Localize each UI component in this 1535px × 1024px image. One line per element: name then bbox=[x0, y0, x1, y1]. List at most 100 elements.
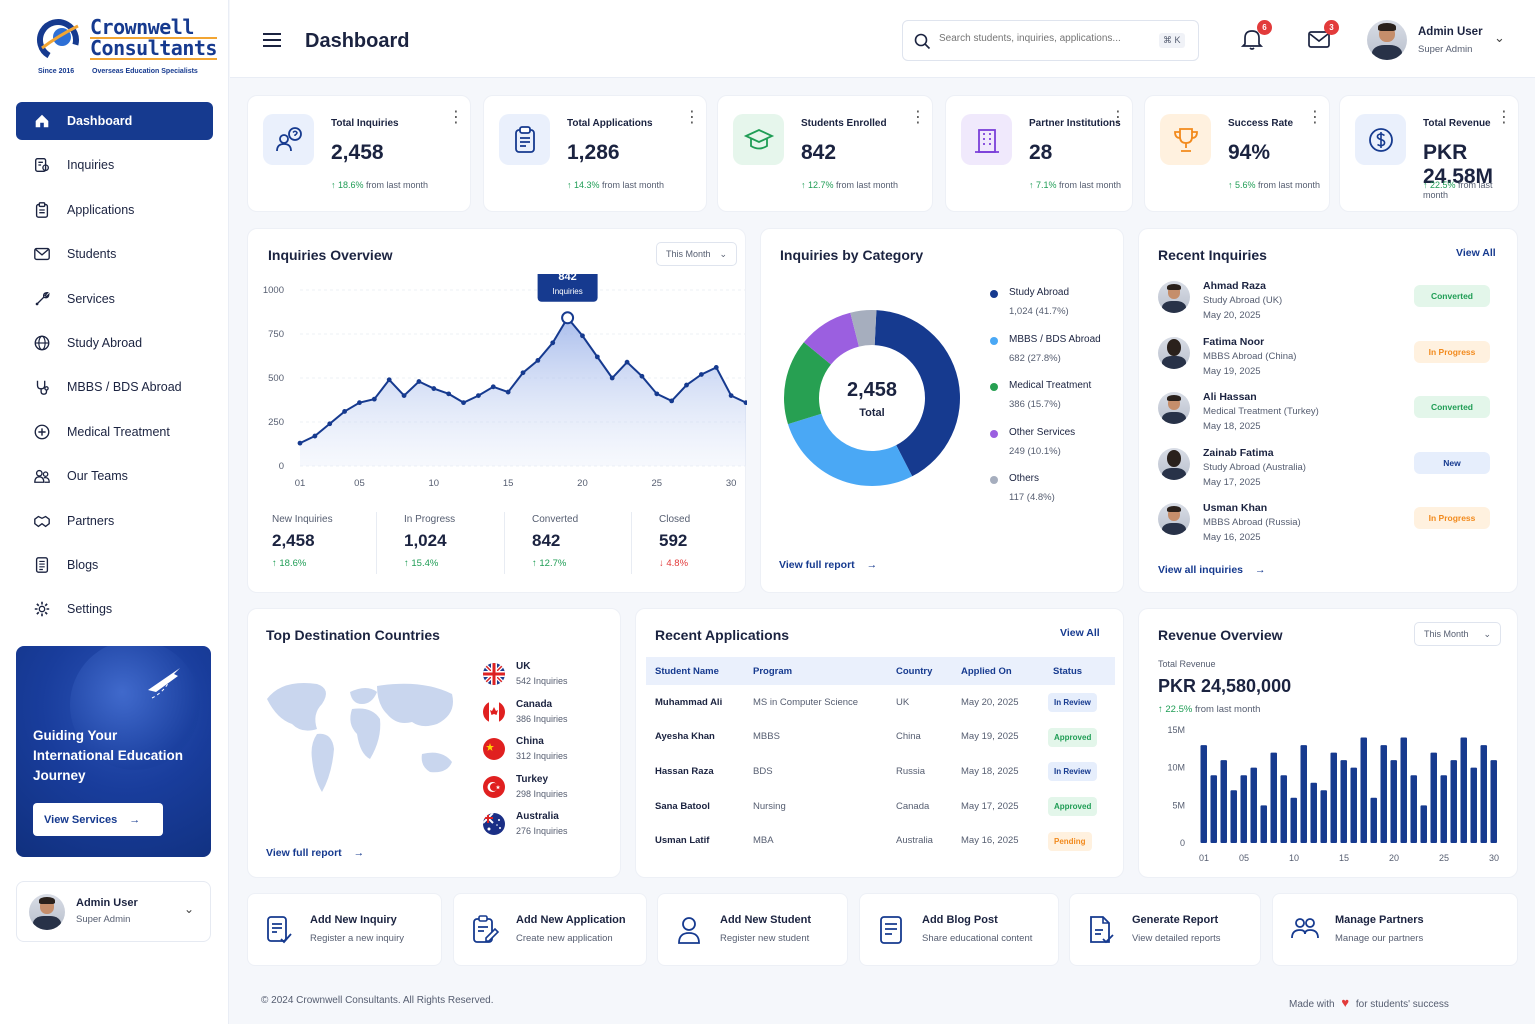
more-options-icon[interactable]: ⋮ bbox=[1307, 109, 1323, 126]
inquiry-list-item[interactable]: Ahmad Raza Study Abroad (UK) May 20, 2025 C… bbox=[1158, 280, 1503, 328]
sidebar-item-medical-treatment[interactable]: Medical Treatment bbox=[16, 413, 213, 451]
more-options-icon[interactable]: ⋮ bbox=[910, 109, 926, 126]
sidebar-item-settings[interactable]: Settings bbox=[16, 590, 213, 628]
data-point[interactable] bbox=[386, 377, 392, 383]
revenue-period-dropdown[interactable]: This Month ⌄ bbox=[1414, 622, 1501, 646]
revenue-bar[interactable] bbox=[1310, 782, 1318, 843]
destinations-full-report-link[interactable]: View full report → bbox=[266, 847, 364, 859]
notifications-button[interactable]: 6 bbox=[1240, 20, 1272, 55]
data-point[interactable] bbox=[609, 375, 615, 381]
header-user-menu[interactable]: Admin User Super Admin ⌄ bbox=[1367, 20, 1512, 62]
data-point[interactable] bbox=[624, 359, 630, 365]
menu-icon[interactable] bbox=[263, 33, 281, 47]
destination-item[interactable]: Australia 276 Inquiries bbox=[483, 811, 603, 843]
more-options-icon[interactable]: ⋮ bbox=[448, 109, 464, 126]
data-point[interactable] bbox=[371, 396, 377, 402]
data-point[interactable] bbox=[342, 409, 347, 414]
sidebar-item-partners[interactable]: Partners bbox=[16, 502, 213, 540]
data-point[interactable] bbox=[580, 333, 585, 339]
quick-action-add-new-student[interactable]: Add New Student Register new student bbox=[657, 893, 848, 966]
revenue-bar[interactable] bbox=[1450, 760, 1458, 843]
data-point[interactable] bbox=[312, 433, 318, 439]
data-point[interactable] bbox=[728, 393, 734, 398]
quick-action-add-new-application[interactable]: Add New Application Create new applicatio… bbox=[453, 893, 647, 966]
recent-inquiries-view-all[interactable]: View All bbox=[1456, 247, 1496, 259]
table-row[interactable]: Usman Latif MBA Australia May 16, 2025 Pendi… bbox=[646, 823, 1115, 858]
revenue-bar[interactable] bbox=[1220, 760, 1228, 843]
revenue-bar[interactable] bbox=[1480, 745, 1488, 843]
sidebar-item-applications[interactable]: Applications bbox=[16, 191, 213, 229]
view-full-report-link[interactable]: View full report → bbox=[779, 559, 877, 571]
revenue-bar[interactable] bbox=[1470, 767, 1478, 843]
revenue-bar[interactable] bbox=[1410, 775, 1418, 843]
chevron-down-icon[interactable]: ⌄ bbox=[184, 902, 195, 916]
view-services-button[interactable]: View Services → bbox=[33, 803, 163, 836]
revenue-bar[interactable] bbox=[1370, 797, 1378, 843]
destination-item[interactable]: China 312 Inquiries bbox=[483, 736, 603, 768]
data-point[interactable] bbox=[490, 384, 496, 390]
revenue-bar[interactable] bbox=[1440, 775, 1448, 843]
more-options-icon[interactable]: ⋮ bbox=[684, 109, 700, 126]
sidebar-item-mbbs-bds-abroad[interactable]: MBBS / BDS Abroad bbox=[16, 368, 213, 406]
sidebar-item-students[interactable]: Students bbox=[16, 235, 213, 273]
more-options-icon[interactable]: ⋮ bbox=[1110, 109, 1126, 126]
data-point[interactable] bbox=[743, 400, 747, 406]
data-point[interactable] bbox=[327, 421, 333, 427]
highlighted-point[interactable] bbox=[561, 311, 575, 325]
sidebar-item-inquiries[interactable]: Inquiries bbox=[16, 146, 213, 184]
data-point[interactable] bbox=[297, 440, 303, 446]
data-point[interactable] bbox=[639, 373, 645, 379]
sidebar-item-blogs[interactable]: Blogs bbox=[16, 546, 213, 584]
stat-card-success-rate[interactable]: Success Rate 94% ↑ 5.6% from last month ⋮ bbox=[1144, 95, 1330, 212]
revenue-bar[interactable] bbox=[1460, 737, 1468, 843]
data-point[interactable] bbox=[684, 382, 689, 388]
donut-slice-mbbs-bds-abroad[interactable] bbox=[787, 413, 913, 486]
quick-action-manage-partners[interactable]: Manage Partners Manage our partners bbox=[1272, 893, 1518, 966]
messages-button[interactable]: 3 bbox=[1307, 20, 1339, 53]
search-bar[interactable]: ⌘ K bbox=[902, 20, 1199, 61]
revenue-bar[interactable] bbox=[1350, 767, 1358, 843]
stat-card-students-enrolled[interactable]: Students Enrolled 842 ↑ 12.7% from last mo… bbox=[717, 95, 933, 212]
sidebar-user-card[interactable]: Admin User Super Admin ⌄ bbox=[16, 881, 211, 942]
quick-action-add-new-inquiry[interactable]: Add New Inquiry Register a new inquiry bbox=[247, 893, 442, 966]
revenue-bar[interactable] bbox=[1240, 775, 1248, 843]
inquiry-list-item[interactable]: Fatima Noor MBBS Abroad (China) May 19, 20… bbox=[1158, 336, 1503, 384]
period-dropdown[interactable]: This Month ⌄ bbox=[656, 242, 737, 266]
brand-logo[interactable]: Crownwell Consultants Since 2016 Oversea… bbox=[34, 16, 217, 76]
revenue-bar[interactable] bbox=[1400, 737, 1408, 843]
destination-item[interactable]: Turkey 298 Inquiries bbox=[483, 774, 603, 806]
quick-action-add-blog-post[interactable]: Add Blog Post Share educational content bbox=[859, 893, 1059, 966]
table-row[interactable]: Hassan Raza BDS Russia May 18, 2025 In Revie… bbox=[646, 754, 1115, 789]
revenue-bar[interactable] bbox=[1330, 752, 1338, 843]
revenue-bar[interactable] bbox=[1320, 790, 1328, 843]
revenue-bar[interactable] bbox=[1290, 797, 1298, 843]
search-input[interactable] bbox=[939, 33, 1144, 44]
data-point[interactable] bbox=[713, 365, 719, 370]
data-point[interactable] bbox=[550, 340, 556, 346]
data-point[interactable] bbox=[431, 386, 437, 391]
view-all-inquiries-link[interactable]: View all inquiries → bbox=[1158, 564, 1265, 576]
revenue-bar[interactable] bbox=[1420, 805, 1428, 843]
sidebar-item-our-teams[interactable]: Our Teams bbox=[16, 457, 213, 495]
revenue-bar[interactable] bbox=[1280, 775, 1288, 843]
column-header[interactable]: Country bbox=[896, 665, 933, 677]
data-point[interactable] bbox=[535, 358, 541, 363]
revenue-bar[interactable] bbox=[1210, 775, 1218, 843]
revenue-bar[interactable] bbox=[1340, 760, 1348, 843]
stat-card-total-inquiries[interactable]: Total Inquiries 2,458 ↑ 18.6% from last mo… bbox=[247, 95, 471, 212]
column-header[interactable]: Program bbox=[753, 665, 793, 677]
data-point[interactable] bbox=[357, 400, 362, 406]
revenue-bar[interactable] bbox=[1390, 760, 1398, 843]
donut-slice-study-abroad[interactable] bbox=[874, 310, 960, 477]
revenue-bar[interactable] bbox=[1260, 805, 1268, 843]
data-point[interactable] bbox=[401, 393, 407, 398]
revenue-bar[interactable] bbox=[1250, 767, 1258, 843]
table-row[interactable]: Muhammad Ali MS in Computer Science UK May … bbox=[646, 685, 1115, 720]
column-header[interactable]: Status bbox=[1053, 665, 1083, 677]
revenue-bar[interactable] bbox=[1300, 745, 1308, 843]
inquiry-list-item[interactable]: Zainab Fatima Study Abroad (Australia) May… bbox=[1158, 447, 1503, 495]
data-point[interactable] bbox=[699, 372, 704, 377]
data-point[interactable] bbox=[461, 400, 466, 406]
sidebar-item-services[interactable]: Services bbox=[16, 280, 213, 318]
destination-item[interactable]: UK 542 Inquiries bbox=[483, 661, 603, 693]
